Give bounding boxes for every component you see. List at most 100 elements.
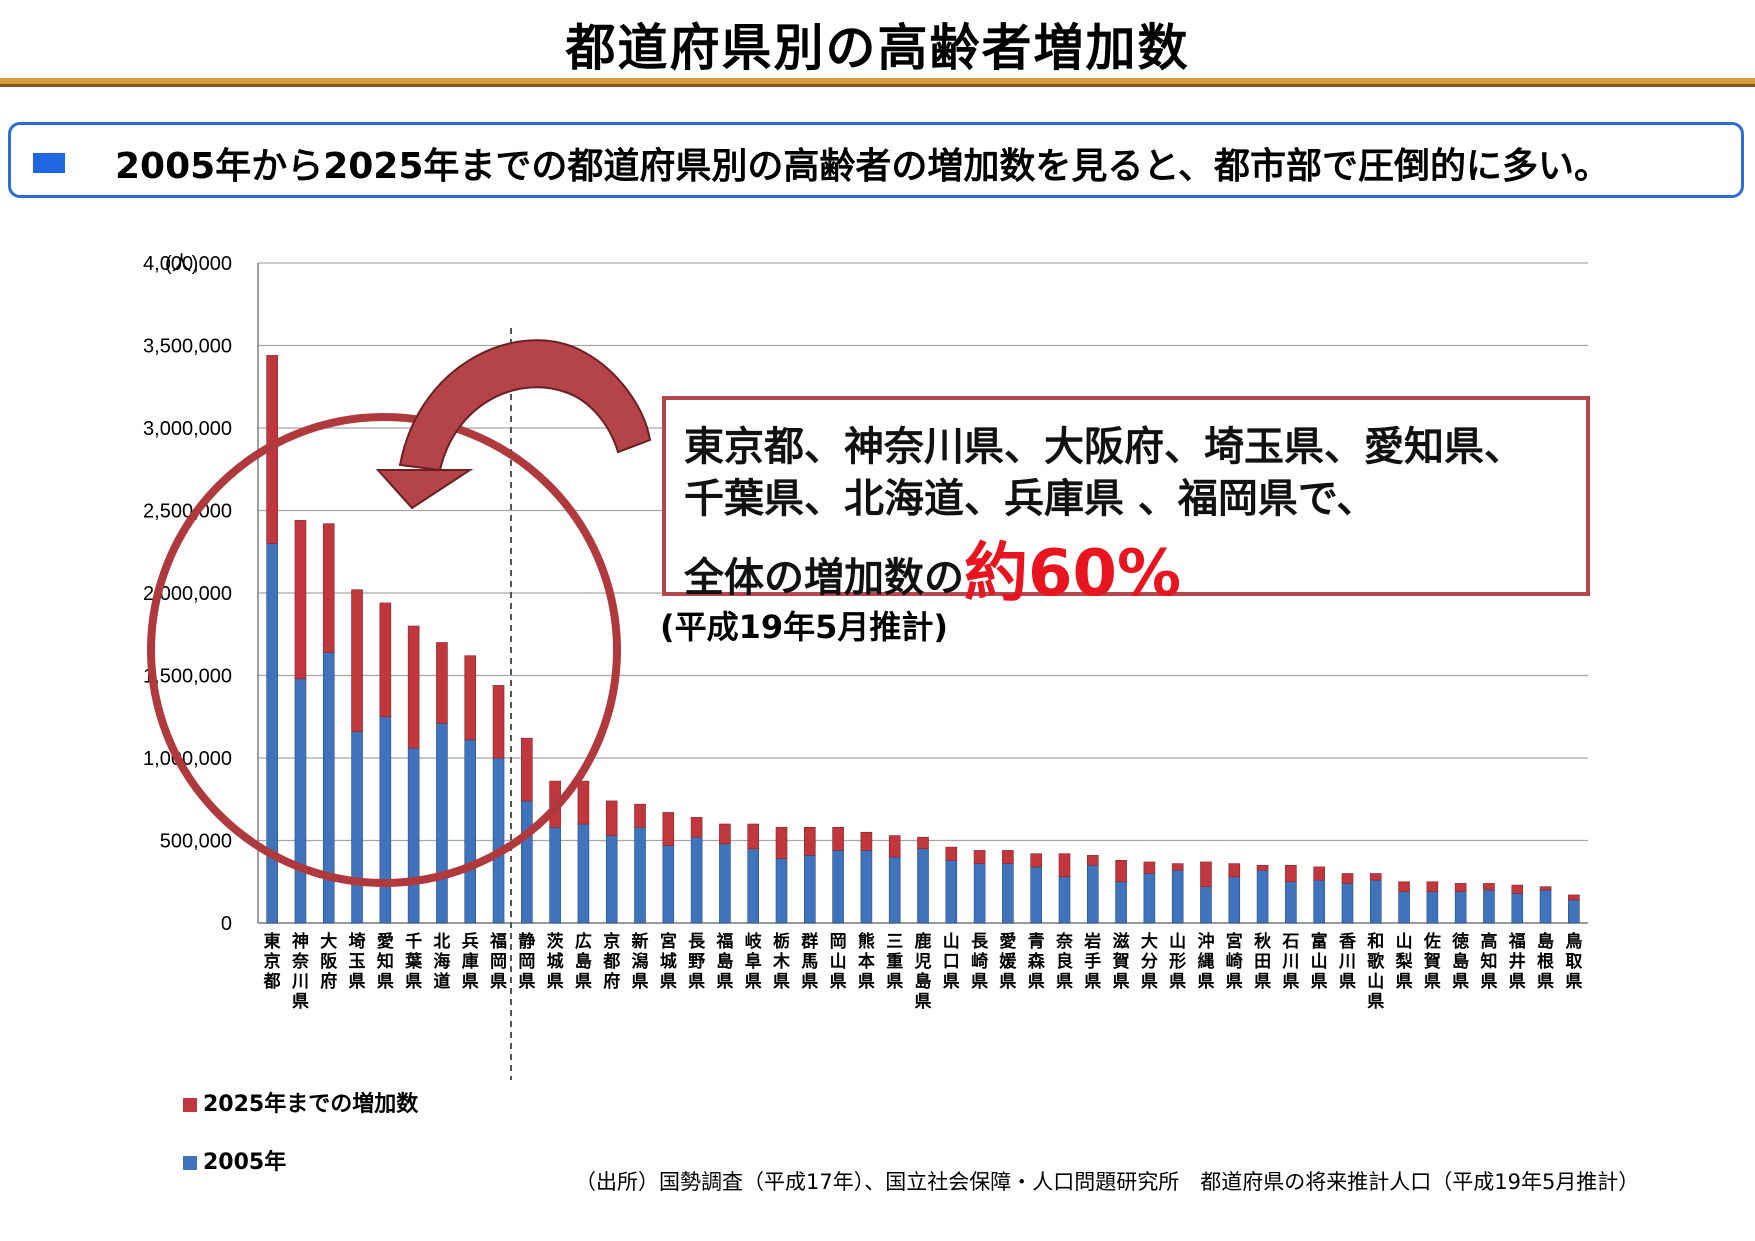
highlight-circle xyxy=(147,413,621,887)
bar-increase xyxy=(1369,873,1382,881)
x-tick-label: 宮城県 xyxy=(660,931,677,992)
bar-2005 xyxy=(1285,881,1297,924)
callout-percentage: 約60% xyxy=(964,537,1182,611)
bullet-square-icon xyxy=(33,153,65,173)
summary-box: 2005年から2025年までの都道府県別の高齢者の増加数を見ると、都市部で圧倒的… xyxy=(8,122,1744,198)
x-tick-label: 福岡県 xyxy=(489,931,507,992)
bar-increase xyxy=(1426,881,1439,892)
bar-increase xyxy=(1398,881,1410,892)
bar-2005 xyxy=(917,848,929,924)
bar-increase xyxy=(1086,855,1099,866)
bar-increase xyxy=(1568,894,1580,901)
x-tick-label: 鹿児島県 xyxy=(914,931,932,1012)
x-tick-label: 佐賀県 xyxy=(1423,931,1441,992)
bar-2005 xyxy=(1228,876,1241,924)
bar-2005 xyxy=(577,823,590,924)
callout-line-3-prefix: 全体の増加数の xyxy=(684,555,964,601)
bar-2005 xyxy=(690,836,703,924)
y-tick-label: 4,000,000 xyxy=(143,253,232,275)
bar-2005 xyxy=(521,800,533,924)
legend-item-increase: 2025年までの増加数 xyxy=(183,1086,418,1117)
arrow-head-icon xyxy=(375,469,474,510)
y-tick-label: 2,000,000 xyxy=(143,583,232,605)
bar-2005 xyxy=(322,652,335,924)
estimate-note: (平成19年5月推計) xyxy=(660,608,949,646)
x-tick-label: 栃木県 xyxy=(772,931,791,992)
bar-2005 xyxy=(492,757,505,924)
y-tick-label: 3,000,000 xyxy=(143,418,232,440)
callout-line-2: 千葉県、北海道、兵庫県 、福岡県で、 xyxy=(684,476,1377,522)
y-tick-label: 1,000,000 xyxy=(143,748,232,770)
bar-increase xyxy=(1313,866,1325,881)
bar-increase xyxy=(1171,863,1184,871)
curved-arrow-icon xyxy=(398,339,652,472)
y-tick-labels: 0 500,000 1,000,000 1,500,000 2,000,000 2,500… xyxy=(143,252,232,935)
x-tick-label: 愛媛県 xyxy=(998,931,1017,992)
x-tick-label: 長野県 xyxy=(688,932,706,992)
bar-2005 xyxy=(973,863,986,924)
bar-increase xyxy=(775,826,788,859)
bar-increase xyxy=(1256,864,1269,871)
bar-2005 xyxy=(1426,891,1439,924)
bar-increase xyxy=(492,685,505,759)
x-tick-label: 香川県 xyxy=(1338,932,1356,992)
bar-increase xyxy=(634,803,646,828)
bar-increase xyxy=(1228,863,1241,878)
bar-increase xyxy=(294,520,307,680)
x-tick-label: 富山県 xyxy=(1311,931,1328,992)
bar-increase xyxy=(1483,883,1495,891)
bar-2005 xyxy=(1568,899,1580,924)
x-tick-label: 新潟県 xyxy=(632,931,649,992)
x-tick-label: 千葉県 xyxy=(404,932,423,992)
bar-increase xyxy=(1511,884,1524,894)
bar-2005 xyxy=(351,731,363,924)
bar-increase xyxy=(351,589,363,732)
page-title: 都道府県別の高齢者増加数 xyxy=(565,19,1190,77)
x-tick-label: 鳥取県 xyxy=(1565,931,1582,992)
x-tick-label: 山梨県 xyxy=(1395,932,1414,992)
title-underline xyxy=(0,78,1755,87)
x-tick-label: 長崎県 xyxy=(971,932,989,992)
x-tick-label: 埼玉県 xyxy=(349,931,366,992)
bar-increase xyxy=(464,655,477,741)
bar-2005 xyxy=(1369,879,1382,924)
x-tick-label: 奈良県 xyxy=(1055,931,1074,992)
legend-item-2005: 2005年 xyxy=(183,1144,286,1175)
x-tick-label: 大分県 xyxy=(1141,931,1158,992)
bar-2005 xyxy=(945,859,958,924)
y-tick-label: 0 xyxy=(221,913,232,935)
bar-increase xyxy=(973,850,986,864)
x-tick-label: 石川県 xyxy=(1281,932,1299,992)
bar-increase xyxy=(832,826,844,851)
x-tick-label: 山形県 xyxy=(1169,932,1186,992)
callout-line-1: 東京都、神奈川県、大阪府、埼玉県、愛知県、 xyxy=(684,424,1524,470)
x-tick-label: 静岡県 xyxy=(518,931,535,992)
bar-increase xyxy=(1058,853,1071,878)
x-tick-label: 群馬県 xyxy=(801,931,818,992)
x-tick-label: 茨城県 xyxy=(547,931,564,992)
bar-2005 xyxy=(1313,879,1325,924)
bar-2005 xyxy=(1483,889,1495,924)
bar-increase xyxy=(1285,864,1297,883)
bar-2005 xyxy=(436,723,448,924)
x-tick-label: 和歌山県 xyxy=(1367,932,1385,1012)
bar-2005 xyxy=(1341,883,1354,924)
bar-increase xyxy=(521,737,533,802)
bar-increase xyxy=(1341,873,1354,884)
bar-2005 xyxy=(747,848,760,924)
bar-2005 xyxy=(1200,886,1212,924)
legend-swatch-2005 xyxy=(183,1156,197,1170)
x-tick-label: 滋賀県 xyxy=(1112,931,1130,992)
bar-2005 xyxy=(1398,891,1410,924)
x-tick-label: 広島県 xyxy=(575,931,592,992)
bar-2005 xyxy=(1143,873,1156,924)
x-tick-label: 山口県 xyxy=(943,932,960,992)
bar-2005 xyxy=(266,543,278,924)
x-tick-label: 愛知県 xyxy=(376,931,394,992)
bar-2005 xyxy=(464,739,477,924)
bar-increase xyxy=(860,831,873,851)
bar-increase xyxy=(747,823,760,850)
bar-increase xyxy=(1115,859,1127,883)
x-tick-label: 秋田県 xyxy=(1254,931,1272,992)
